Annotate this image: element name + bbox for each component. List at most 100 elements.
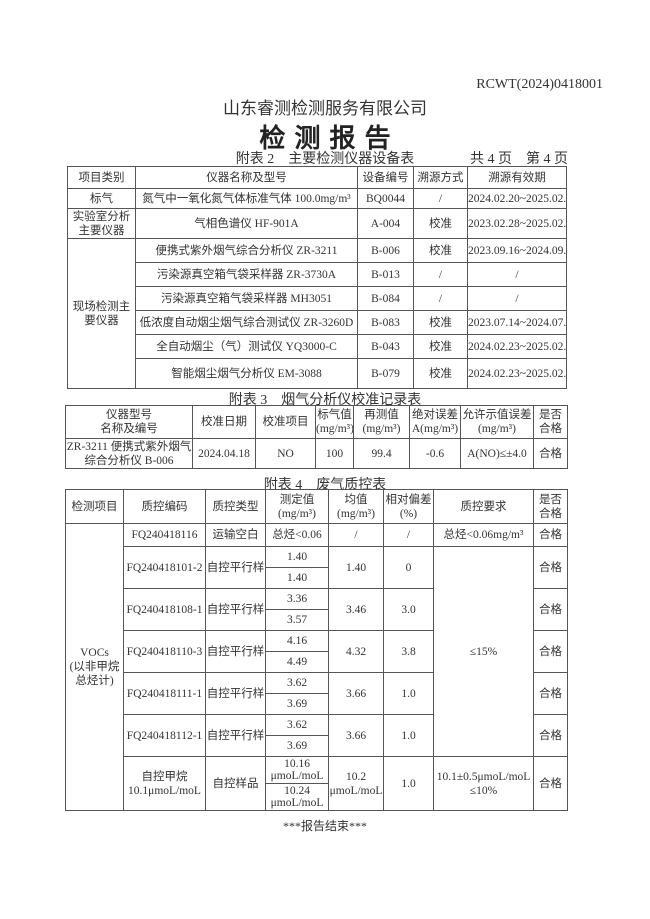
table-cell: 10.16 μmoL/moL	[265, 756, 329, 784]
table-cell: 0	[383, 546, 434, 589]
table-cell: 3.62	[265, 672, 329, 694]
table-cell: 自控平行样	[205, 588, 266, 631]
table-cell: FQ240418112-1	[123, 714, 206, 757]
column-header: 校准项目	[255, 405, 316, 439]
table-cell: 总烃<0.06	[265, 523, 329, 547]
column-header: 是否 合格	[533, 489, 568, 524]
table-cell: 3.57	[265, 609, 329, 631]
column-header: 再测值 (mg/m³)	[353, 405, 410, 439]
company-name: 山东睿测检测服务有限公司	[223, 99, 427, 118]
table-row: 自控甲烷 10.1μmoL/moL 自控样品 10.16 μmoL/moL 10.2 …	[66, 756, 568, 811]
table-cell: 智能烟尘烟气分析仪 EM-3088	[135, 358, 358, 389]
table-cell: FQ240418101-2	[123, 546, 206, 589]
table-cell: 污染源真空箱气袋采样器 ZR-3730A	[135, 262, 358, 287]
table-cell: 1.0	[383, 756, 434, 811]
table-cell: 2023.07.14~2024.07.13	[467, 310, 567, 335]
report-end: ***报告结束***	[282, 819, 367, 833]
column-header: 检测项目	[65, 489, 124, 524]
table-cell: 1.40	[265, 546, 329, 568]
table-cell: 自控平行样	[205, 714, 266, 757]
table-cell: 合格	[533, 630, 568, 673]
qc-table: 检测项目 质控编码 质控类型 测定值 (mg/m³) 均值 (mg/m³) 相对偏差 (%…	[65, 489, 568, 811]
table-cell: FQ240418111-1	[123, 672, 206, 715]
table-row: 3.69	[66, 735, 568, 757]
table-cell: 3.36	[265, 588, 329, 610]
table-row: FQ240418111-1 自控平行样 3.62 3.66 1.0 合格	[66, 672, 568, 715]
table-row: 10.24 μmoL/moL	[66, 783, 568, 811]
table-cell: 低浓度自动烟尘烟气综合测试仪 ZR-3260D	[135, 310, 358, 335]
column-header: 设备编号	[357, 166, 414, 189]
table-cell: /	[413, 188, 468, 209]
table-cell: 2024.02.20~2025.02.19	[467, 188, 567, 209]
table-cell: 1.0	[383, 672, 434, 715]
header-row: 仪器型号 名称及编号 校准日期 校准项目 标气值 (mg/m³) 再测值 (mg/m³)…	[65, 405, 568, 439]
table-cell: -0.6	[409, 438, 461, 469]
category-cell: 现场检测主要仪器	[67, 238, 136, 389]
table-cell: 1.0	[383, 714, 434, 757]
table-cell: 校准	[413, 334, 468, 359]
table-row: 智能烟尘烟气分析仪 EM-3088 B-079 校准 2024.02.23~2025.…	[68, 358, 567, 389]
header-row: 检测项目 质控编码 质控类型 测定值 (mg/m³) 均值 (mg/m³) 相对偏差 (%…	[65, 489, 568, 524]
table-row: ZR-3211 便携式紫外烟气 综合分析仪 B-006 2024.04.18 NO 1…	[65, 438, 568, 469]
table-cell: NO	[255, 438, 316, 469]
column-header: 是否 合格	[533, 405, 568, 439]
table-cell: 4.49	[265, 651, 329, 673]
column-header: 仪器型号 名称及编号	[65, 405, 193, 439]
table-cell: 3.66	[328, 672, 384, 715]
column-header: 标气值 (mg/m³)	[315, 405, 354, 439]
table-cell: 合格	[533, 523, 568, 547]
table-cell: 4.32	[328, 630, 384, 673]
column-header: 相对偏差 (%)	[383, 489, 434, 524]
table-row: 污染源真空箱气袋采样器 MH3051 B-084//	[68, 286, 567, 311]
table-cell: BQ0044	[357, 188, 414, 209]
column-header: 项目类别	[67, 166, 136, 189]
table-cell: 自控平行样	[205, 630, 266, 673]
table-row: 实验室分析主要仪器 气相色谱仪 HF-901A A-004 校准 2023.02.28~…	[67, 208, 567, 239]
table-cell: 10.2 μmoL/moL	[328, 756, 384, 811]
table-cell: 3.46	[328, 588, 384, 631]
table-row: VOCs (以非甲烷 总烃计) FQ240418116 运输空白 总烃<0.06// 总…	[65, 523, 568, 811]
table-cell: /	[413, 286, 468, 311]
table-cell: 氮气中一氧化氮气体标准气体 100.0mg/m³	[135, 188, 358, 209]
table-cell: 2023.02.28~2025.02.27	[467, 208, 567, 239]
table-cell: 2023.09.16~2024.09.15	[467, 238, 567, 263]
table-row: 标气 氮气中一氧化氮气体标准气体 100.0mg/m³ BQ0044/2024.02…	[67, 188, 567, 209]
table-cell: 污染源真空箱气袋采样器 MH3051	[135, 286, 358, 311]
table3-caption: 附表 3 烟气分析仪校准记录表	[228, 393, 422, 408]
table-cell: 合格	[533, 438, 568, 469]
table-cell: 3.66	[328, 714, 384, 757]
table-cell: B-083	[357, 310, 414, 335]
table-cell: 全自动烟尘（气）测试仪 YQ3000-C	[135, 334, 358, 359]
table-row: 全自动烟尘（气）测试仪 YQ3000-C B-043 校准 2024.02.23~20…	[68, 334, 567, 359]
table-cell: 运输空白	[205, 523, 266, 547]
column-header: 绝对误差 A(mg/m³)	[409, 405, 461, 439]
table-cell: 自控样品	[205, 756, 266, 811]
table-cell: 校准	[413, 208, 468, 239]
table-cell: B-079	[357, 358, 414, 389]
table-cell: 10.1±0.5μmoL/moL ≤10%	[433, 756, 534, 811]
table-row: 现场检测主要仪器 便携式紫外烟气综合分析仪 ZR-3211 B-006 校准 2023.…	[67, 238, 567, 389]
table-cell: A(NO)≤±4.0	[460, 438, 534, 469]
table-cell: 4.16	[265, 630, 329, 652]
table-cell: 10.24 μmoL/moL	[265, 783, 329, 811]
table-cell: /	[467, 262, 567, 287]
table-cell: 合格	[533, 588, 568, 631]
report-title: 检 测 报 告	[259, 124, 391, 154]
table2-caption: 附表 2 主要检测仪器设备表	[235, 152, 415, 167]
column-header: 溯源有效期	[467, 166, 567, 189]
table-cell: 合格	[533, 546, 568, 589]
table-cell: /	[413, 262, 468, 287]
table-cell: 2024.04.18	[192, 438, 256, 469]
table-cell: /	[328, 523, 384, 547]
table-cell: 100	[315, 438, 354, 469]
table-cell: 合格	[533, 672, 568, 715]
table-cell: 合格	[533, 714, 568, 757]
table-cell: B-013	[357, 262, 414, 287]
table-cell: 合格	[533, 756, 568, 811]
table-cell: 校准	[413, 238, 468, 263]
table-cell: 校准	[413, 358, 468, 389]
column-header: 测定值 (mg/m³)	[265, 489, 329, 524]
column-header: 质控要求	[433, 489, 534, 524]
table-cell: 3.62	[265, 714, 329, 736]
column-header: 允许示值误差 (mg/m³)	[460, 405, 534, 439]
